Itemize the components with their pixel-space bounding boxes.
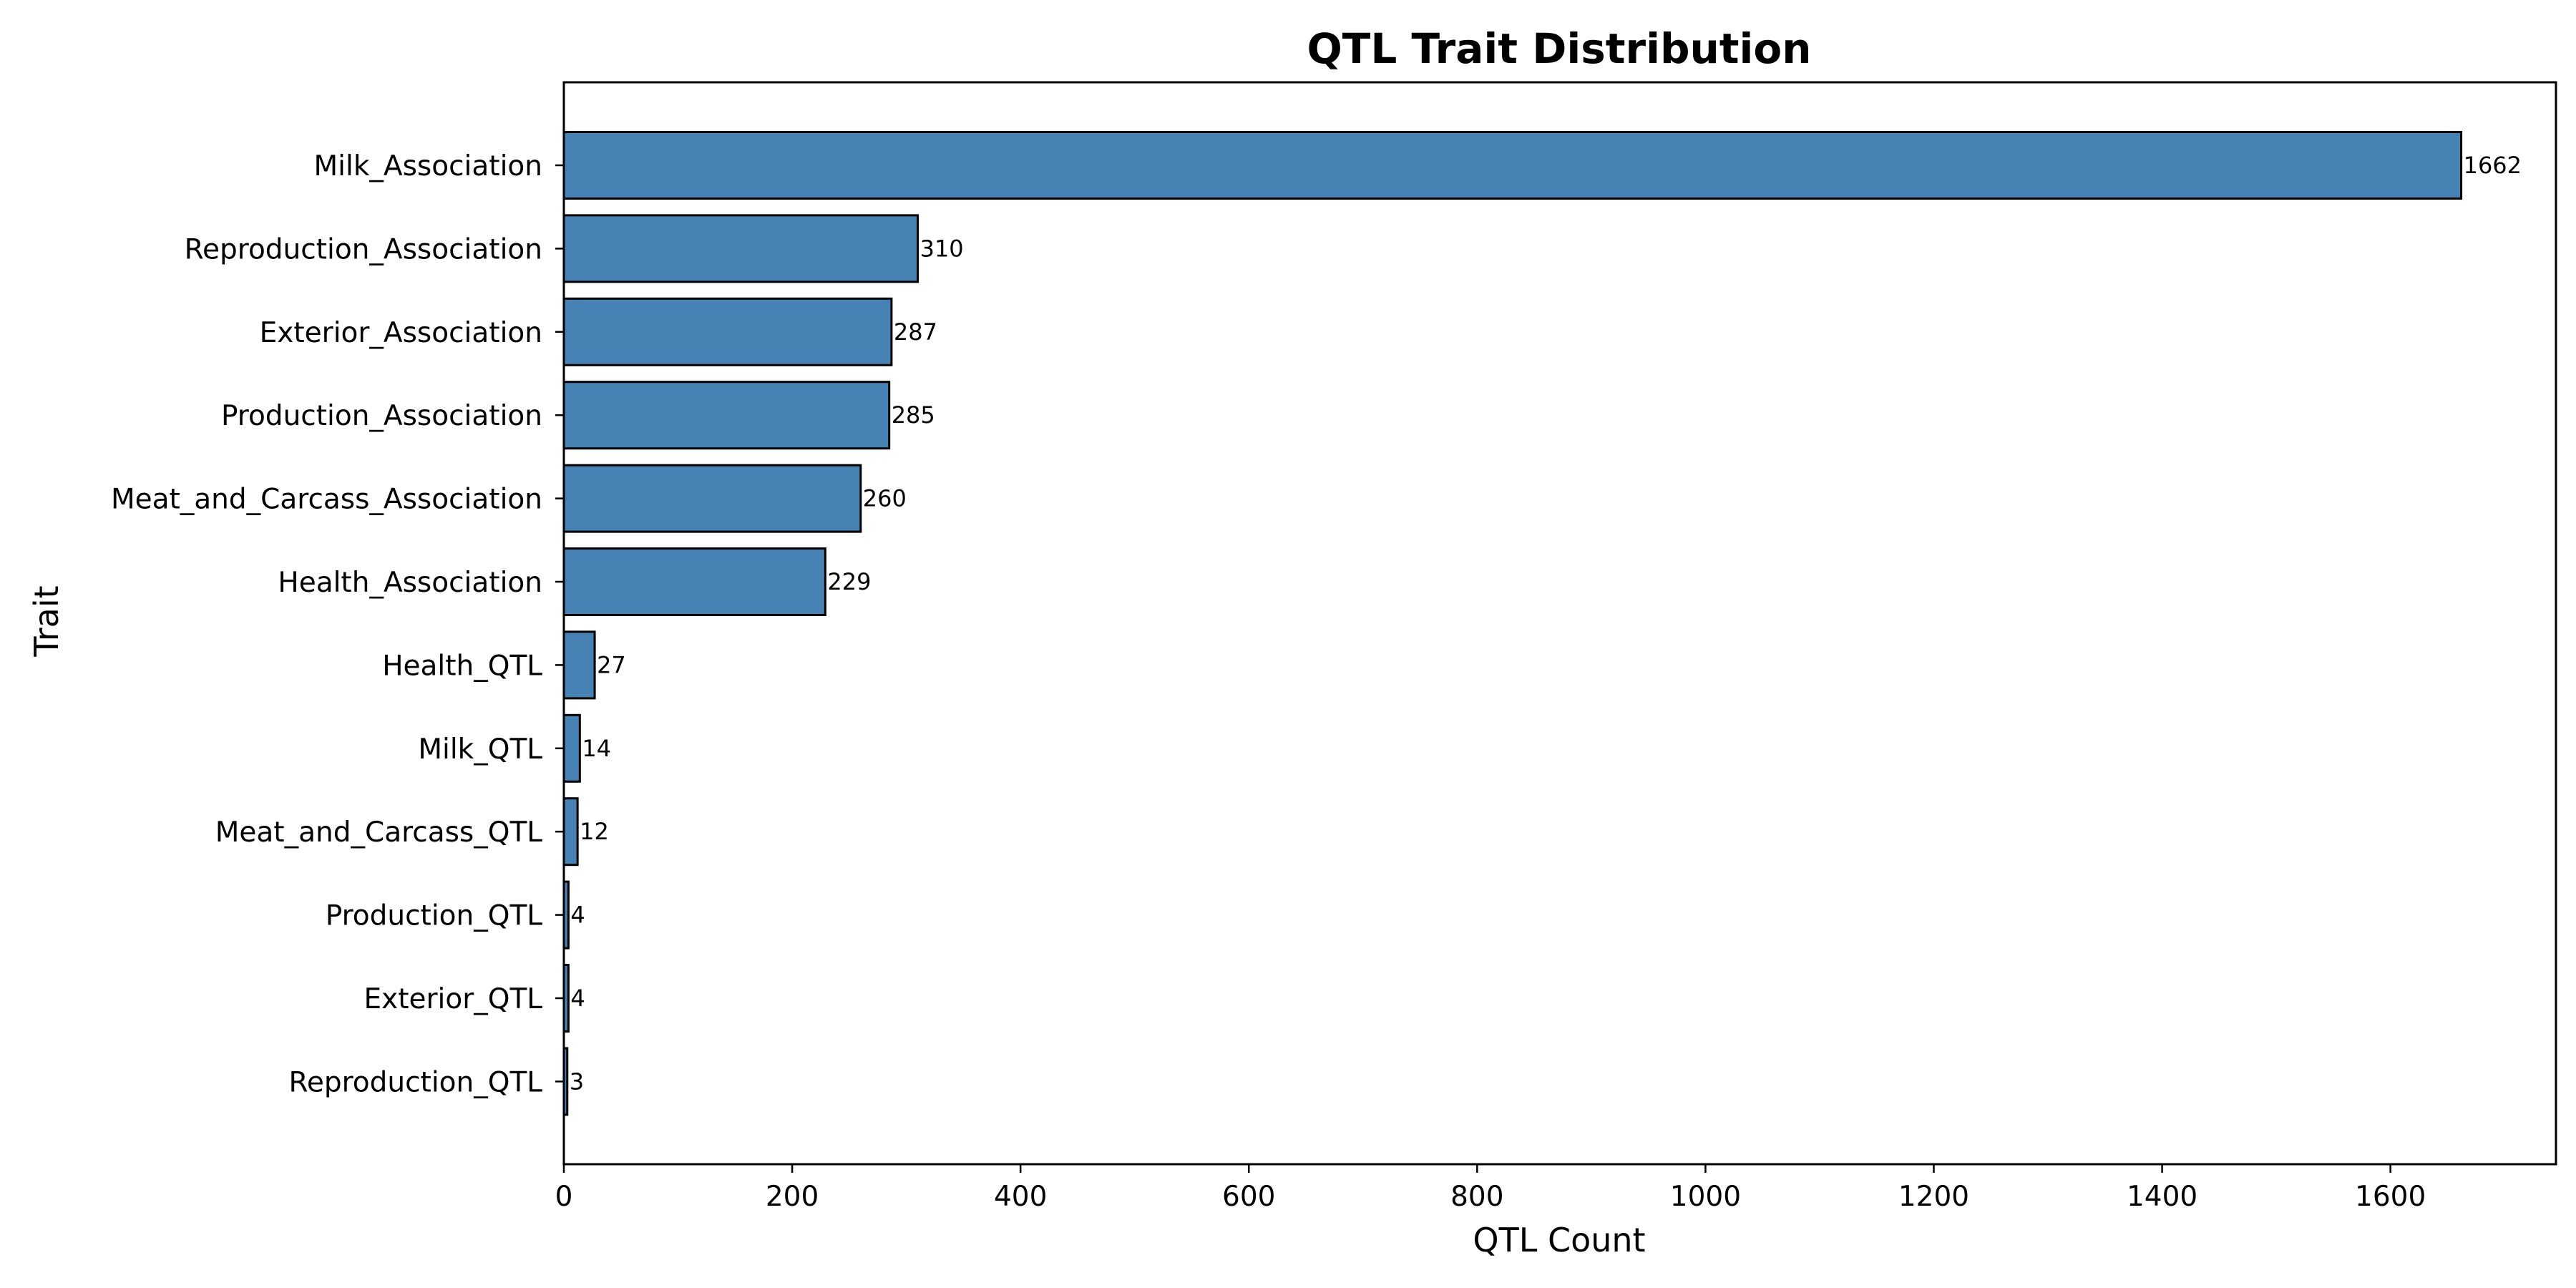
data-labels-group: 1662 310 287 285 260 229 27 14 12 4 4 3 (570, 152, 2522, 1095)
x-axis-ticks: 0 200 400 600 800 1000 1200 1400 1600 (555, 1164, 2426, 1213)
bar-Meat_and_Carcass_Association (562, 464, 862, 533)
x-tick-label: 1200 (1898, 1181, 1969, 1213)
y-tick-label-Meat_and_Carcass_QTL: Meat_and_Carcass_QTL (215, 816, 543, 849)
y-axis-label: Trait (27, 585, 66, 657)
x-axis-label: QTL Count (1473, 1221, 1645, 1259)
y-tick-label-Milk_QTL: Milk_QTL (418, 733, 542, 766)
x-tick-label: 0 (555, 1181, 573, 1213)
y-tick-label-Production_QTL: Production_QTL (326, 900, 543, 932)
y-tick-label-Milk_Association: Milk_Association (314, 150, 542, 182)
bar-Health_QTL (562, 630, 596, 700)
y-tick-label-Reproduction_QTL: Reproduction_QTL (288, 1066, 542, 1098)
x-tick-label: 800 (1450, 1181, 1503, 1213)
data-label-Meat_and_Carcass_Association: 260 (863, 485, 907, 512)
x-tick-label: 1600 (2355, 1181, 2426, 1213)
data-label-Meat_and_Carcass_QTL: 12 (580, 818, 609, 845)
plot-area-frame (562, 81, 2557, 1166)
x-tick-label: 1000 (1670, 1181, 1741, 1213)
y-axis-ticks: Milk_Association Reproduction_Association… (111, 150, 564, 1098)
y-tick-label-Meat_and_Carcass_Association: Meat_and_Carcass_Association (111, 484, 542, 516)
x-tick-label: 400 (994, 1181, 1047, 1213)
y-tick-label-Exterior_QTL: Exterior_QTL (364, 983, 542, 1015)
data-label-Milk_QTL: 14 (582, 735, 611, 762)
x-tick-label: 1400 (2127, 1181, 2197, 1213)
bar-Production_Association (562, 381, 891, 450)
y-tick-label-Reproduction_Association: Reproduction_Association (185, 233, 542, 265)
bar-Meat_and_Carcass_QTL (562, 797, 579, 867)
bar-Milk_Association (562, 131, 2463, 200)
x-tick-label: 200 (766, 1181, 819, 1213)
data-label-Exterior_QTL: 4 (570, 985, 585, 1012)
y-tick-label-Exterior_Association: Exterior_Association (260, 317, 542, 349)
chart-title: QTL Trait Distribution (1307, 24, 1811, 73)
data-label-Milk_Association: 1662 (2464, 152, 2522, 179)
bars-group (562, 131, 2463, 1116)
data-label-Health_QTL: 27 (597, 651, 626, 678)
y-tick-label-Health_Association: Health_Association (278, 567, 542, 599)
bar-Health_Association (562, 547, 826, 616)
y-tick-label-Production_Association: Production_Association (221, 400, 542, 432)
y-tick-label-Health_QTL: Health_QTL (382, 650, 542, 682)
data-label-Exterior_Association: 287 (894, 318, 937, 346)
data-label-Reproduction_Association: 310 (920, 235, 964, 262)
data-label-Production_QTL: 4 (570, 902, 585, 929)
bar-Milk_QTL (562, 713, 581, 783)
data-label-Production_Association: 285 (892, 401, 935, 429)
bar-Reproduction_Association (562, 214, 919, 283)
x-tick-label: 600 (1222, 1181, 1275, 1213)
data-label-Health_Association: 229 (827, 568, 871, 595)
data-label-Reproduction_QTL: 3 (570, 1068, 584, 1095)
bar-Exterior_Association (562, 297, 893, 366)
